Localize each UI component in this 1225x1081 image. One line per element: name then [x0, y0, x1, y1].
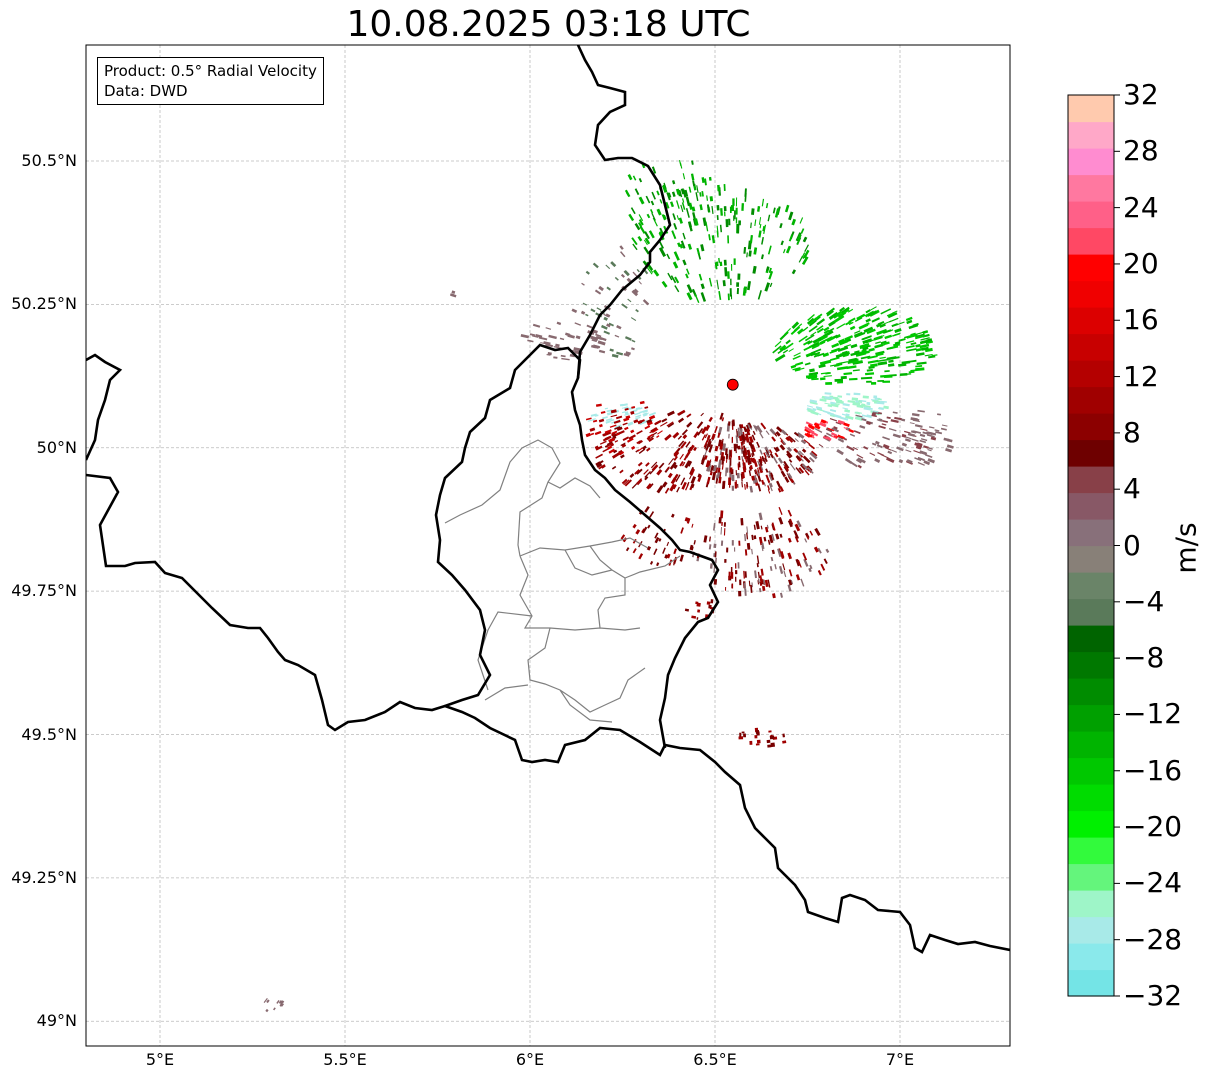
colorbar-tick-label: 20 [1123, 246, 1159, 280]
plot-frame [85, 44, 1011, 1047]
colorbar-segment [1068, 360, 1114, 388]
colorbar-tick-label: −32 [1123, 979, 1183, 1012]
colorbar-segment [1068, 731, 1114, 759]
colorbar-segment [1068, 969, 1114, 997]
colorbar-segment [1068, 943, 1114, 971]
colorbar-tick-label: 4 [1123, 472, 1141, 506]
colorbar-segment [1068, 148, 1114, 176]
colorbar-tick-label: −24 [1123, 866, 1183, 900]
product-label: Product: 0.5° Radial Velocity [104, 62, 317, 80]
colorbar-tick-label: −12 [1123, 697, 1183, 731]
borders [86, 45, 1010, 954]
colorbar-tick-label: −8 [1123, 641, 1165, 675]
longitude-tick-label: 5.5°E [323, 1050, 367, 1069]
latitude-tick-label: 50.25°N [11, 294, 77, 314]
colorbar-tick-label: 0 [1123, 528, 1141, 562]
longitude-tick-label: 5°E [145, 1050, 175, 1069]
country-border-germany [576, 45, 672, 379]
map-title: 10.08.2025 03:18 UTC [346, 4, 751, 45]
colorbar-segment [1068, 121, 1114, 149]
colorbar-segment [1068, 916, 1114, 944]
colorbar-segment [1068, 757, 1114, 785]
region-boundaries [444, 439, 681, 723]
colorbar-segment [1068, 598, 1114, 626]
colorbar-segment [1068, 174, 1114, 202]
colorbar-segment [1068, 519, 1114, 547]
colorbar-tick-label: 16 [1123, 303, 1159, 337]
colorbar-tick-label: 24 [1123, 190, 1159, 224]
latitude-tick-label: 50.5°N [21, 151, 77, 170]
colorbar-segment [1068, 704, 1114, 732]
colorbar-segment [1068, 492, 1114, 520]
colorbar-tick-label: 28 [1123, 134, 1159, 168]
colorbar-tick-label: 12 [1123, 359, 1159, 393]
plot-background [86, 45, 1010, 1046]
latitude-tick-label: 49.25°N [11, 867, 77, 887]
colorbar-segment [1068, 307, 1114, 335]
colorbar-segment [1068, 625, 1114, 653]
colorbar-segment [1068, 333, 1114, 361]
colorbar-segment [1068, 890, 1114, 918]
colorbar-segment [1068, 254, 1114, 282]
colorbar-segment [1068, 784, 1114, 812]
colorbar-segment [1068, 572, 1114, 600]
country-border-france-belgium [86, 473, 1010, 954]
radar-site-marker [726, 378, 739, 391]
colorbar-tick-label: −28 [1123, 922, 1183, 956]
longitude-tick-label: 6.5°E [693, 1050, 737, 1069]
latitude-tick-label: 50°N [36, 437, 77, 457]
colorbar-segment [1068, 227, 1114, 255]
colorbar-segment [1068, 837, 1114, 865]
longitude-tick-label: 7°E [885, 1050, 915, 1069]
latitude-tick-label: 49°N [36, 1011, 77, 1031]
colorbar-segment [1068, 810, 1114, 838]
colorbar-tick-label: −16 [1123, 753, 1183, 787]
data-source-label: Data: DWD [104, 82, 188, 100]
colorbar-segment [1068, 280, 1114, 308]
colorbar-segment [1068, 201, 1114, 229]
colorbar-segment [1068, 95, 1114, 123]
colorbar-segment [1068, 466, 1114, 494]
colorbar-segment [1068, 386, 1114, 414]
latitude-tick-label: 49.75°N [11, 581, 77, 601]
country-border-belgium-west [86, 353, 123, 461]
colorbar-segment [1068, 863, 1114, 891]
colorbar-unit-label: m/s [1169, 522, 1203, 574]
colorbar [1067, 94, 1120, 997]
country-border-luxembourg [434, 343, 720, 749]
latitude-tick-label: 49.5°N [21, 724, 77, 744]
colorbar-tick-label: 32 [1123, 78, 1159, 111]
colorbar-segment [1068, 413, 1114, 441]
colorbar-segment [1068, 678, 1114, 706]
colorbar-segment [1068, 545, 1114, 573]
colorbar-tick-label: −4 [1123, 584, 1165, 618]
longitude-tick-label: 6°E [515, 1050, 545, 1069]
colorbar-tick-label: 8 [1123, 415, 1141, 449]
product-info-box: Product: 0.5° Radial Velocity Data: DWD [97, 57, 324, 105]
colorbar-segment [1068, 439, 1114, 467]
colorbar-tick-label: −20 [1123, 810, 1183, 844]
radar-echoes [263, 160, 954, 1013]
colorbar-segment [1068, 651, 1114, 679]
